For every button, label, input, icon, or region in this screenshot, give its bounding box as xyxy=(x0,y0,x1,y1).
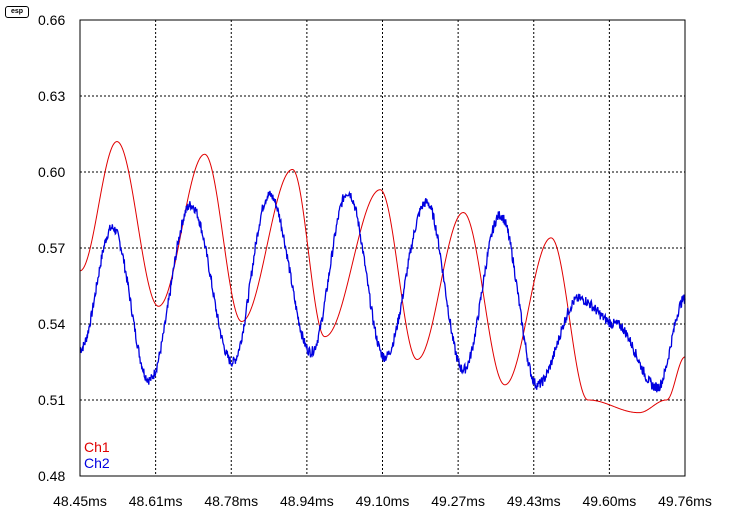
trace-ch2 xyxy=(79,190,686,393)
x-tick-label: 48.61ms xyxy=(129,493,183,509)
y-tick-label: 0.66 xyxy=(38,12,65,28)
y-tick-label: 0.54 xyxy=(38,316,65,332)
x-tick-label: 48.45ms xyxy=(53,493,107,509)
y-tick-label: 0.48 xyxy=(38,468,65,484)
trace-ch1 xyxy=(79,141,686,414)
y-tick-label: 0.60 xyxy=(38,164,65,180)
x-tick-label: 49.60ms xyxy=(583,493,637,509)
x-tick-label: 49.76ms xyxy=(658,493,712,509)
x-tick-label: 49.43ms xyxy=(507,493,561,509)
y-tick-label: 0.51 xyxy=(38,392,65,408)
y-tick-label: 0.57 xyxy=(38,240,65,256)
traces xyxy=(79,141,686,414)
x-tick-label: 49.27ms xyxy=(431,493,485,509)
plot-frame xyxy=(79,19,686,477)
x-tick-label: 49.10ms xyxy=(356,493,410,509)
y-tick-label: 0.63 xyxy=(38,88,65,104)
grid-lines xyxy=(80,20,685,476)
x-tick-label: 48.78ms xyxy=(204,493,258,509)
esp-logo: esp xyxy=(5,6,29,18)
y-tick-labels: 0.66 0.63 0.60 0.57 0.54 0.51 0.48 xyxy=(38,12,65,484)
legend-entry-ch1: Ch1 xyxy=(84,439,110,455)
legend-entry-ch2: Ch2 xyxy=(84,455,110,471)
x-tick-labels: 48.45ms 48.61ms 48.78ms 48.94ms 49.10ms 49.27… xyxy=(53,493,712,509)
x-tick-label: 48.94ms xyxy=(280,493,334,509)
